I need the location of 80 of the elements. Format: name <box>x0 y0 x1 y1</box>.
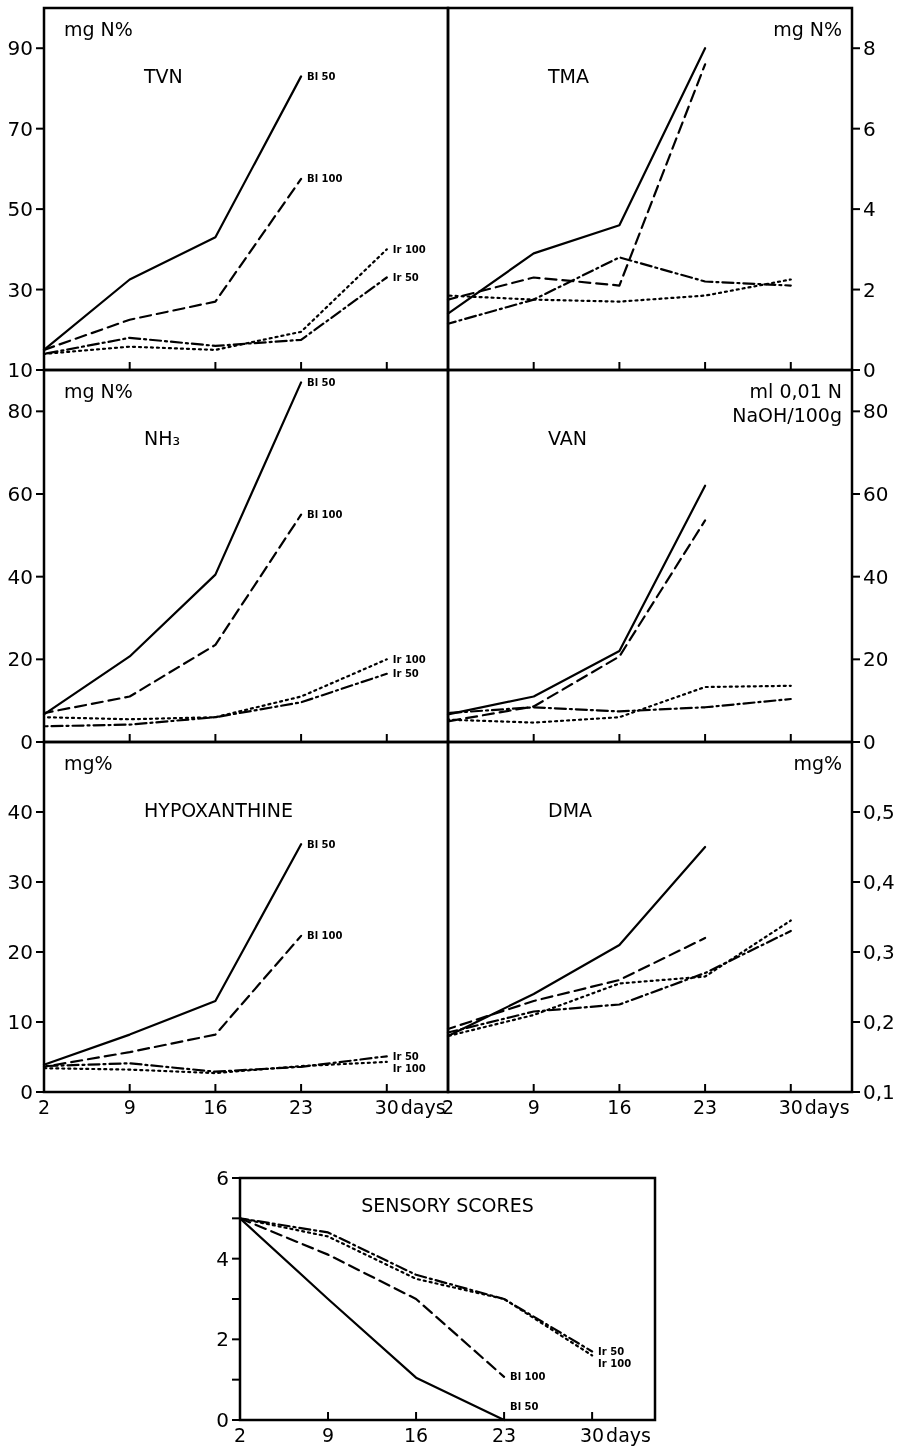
y-tick-label: 60 <box>7 482 33 506</box>
x-tick-label: 23 <box>693 1096 718 1118</box>
series-label: Ir 50 <box>392 271 419 283</box>
x-tick-label: 2 <box>37 1096 51 1118</box>
y-tick-label: 80 <box>863 399 889 424</box>
x-tick-label: 16 <box>203 1096 228 1118</box>
series-label: Ir 50 <box>392 668 419 680</box>
y-tick-label: 20 <box>7 647 33 672</box>
series-label: Ir 50 <box>392 1050 419 1062</box>
text: TMA <box>547 65 589 87</box>
x-tick-label: 30 <box>778 1096 803 1118</box>
y-tick-label: 4 <box>216 1246 229 1271</box>
text: HYPOXANTHINE <box>144 799 294 821</box>
y-tick-label: 50 <box>7 197 33 222</box>
y-tick-label: 0,3 <box>863 940 895 964</box>
y-tick-label: 40 <box>863 564 889 589</box>
y-tick-label: 2 <box>863 277 876 302</box>
y-tick-label: 0 <box>863 358 876 382</box>
y-axis-title: mg N% <box>773 18 842 40</box>
x-tick-label: 30 <box>580 1424 605 1446</box>
x-tick-label: 23 <box>492 1424 517 1446</box>
series-label: Ir 100 <box>598 1357 632 1369</box>
y-tick-label: 0,4 <box>863 870 895 894</box>
series-label: Bl 50 <box>307 838 336 850</box>
series-label: Bl 50 <box>510 1400 539 1412</box>
y-tick-label: 0,2 <box>863 1010 895 1034</box>
x-tick-label: 30 <box>374 1096 399 1118</box>
y-tick-label: 0,5 <box>863 800 895 824</box>
y-tick-label: 8 <box>863 36 876 61</box>
y-tick-label: 6 <box>863 116 876 141</box>
x-tick-label: 2 <box>233 1424 247 1446</box>
y-tick-label: 30 <box>7 870 33 894</box>
x-axis-title: days <box>606 1424 651 1446</box>
series-label: Bl 50 <box>307 70 336 82</box>
y-tick-label: 20 <box>7 940 33 964</box>
series-label: Ir 50 <box>598 1345 625 1357</box>
x-tick-label: 16 <box>403 1424 429 1446</box>
x-tick-label: 9 <box>123 1096 136 1118</box>
y-tick-label: 80 <box>7 399 33 424</box>
x-axis-title: days <box>804 1096 850 1118</box>
x-tick-label: 23 <box>289 1096 314 1118</box>
series-label: Bl 50 <box>307 376 336 388</box>
series-label: Ir 100 <box>392 1062 426 1074</box>
y-tick-label: 0,1 <box>863 1080 895 1104</box>
series-label: Bl 100 <box>510 1371 546 1383</box>
y-axis-title: mg N% <box>64 380 133 402</box>
y-tick-label: 40 <box>7 800 33 824</box>
y-axis-title: mg N% <box>64 18 133 40</box>
text: SENSORY SCORES <box>361 1194 534 1216</box>
x-tick-label: 9 <box>321 1424 335 1446</box>
x-axis-title: days <box>400 1096 446 1118</box>
y-tick-label: 30 <box>7 277 33 302</box>
x-tick-label: 16 <box>607 1096 632 1118</box>
y-tick-label: 2 <box>216 1327 229 1352</box>
series-label: Ir 100 <box>392 243 426 255</box>
text: TVN <box>143 65 183 87</box>
y-tick-label: 0 <box>863 730 876 754</box>
y-tick-label: 20 <box>863 647 889 672</box>
y-tick-label: 4 <box>863 197 876 222</box>
y-axis-title: ml 0,01 N NaOH/100g <box>732 380 842 426</box>
y-tick-label: 0 <box>216 1408 229 1432</box>
y-tick-label: 0 <box>20 730 33 754</box>
series-label: Bl 100 <box>307 173 343 185</box>
series-label: Ir 100 <box>392 653 426 665</box>
series-label: Bl 100 <box>307 509 343 521</box>
y-tick-label: 70 <box>7 116 33 141</box>
y-tick-label: 6 <box>216 1166 229 1190</box>
text: DMA <box>548 799 593 821</box>
series-label: Bl 100 <box>307 930 343 942</box>
y-tick-label: 40 <box>7 564 33 589</box>
y-tick-label: 10 <box>7 358 33 382</box>
y-tick-label: 60 <box>863 482 889 506</box>
y-tick-label: 0 <box>20 1080 33 1104</box>
text: NH₃ <box>144 427 181 449</box>
y-tick-label: 10 <box>7 1010 33 1034</box>
y-axis-title: mg% <box>64 752 113 774</box>
y-axis-title: mg% <box>793 752 842 774</box>
text: VAN <box>548 427 587 449</box>
x-tick-label: 9 <box>527 1096 540 1118</box>
y-tick-label: 90 <box>7 36 33 61</box>
